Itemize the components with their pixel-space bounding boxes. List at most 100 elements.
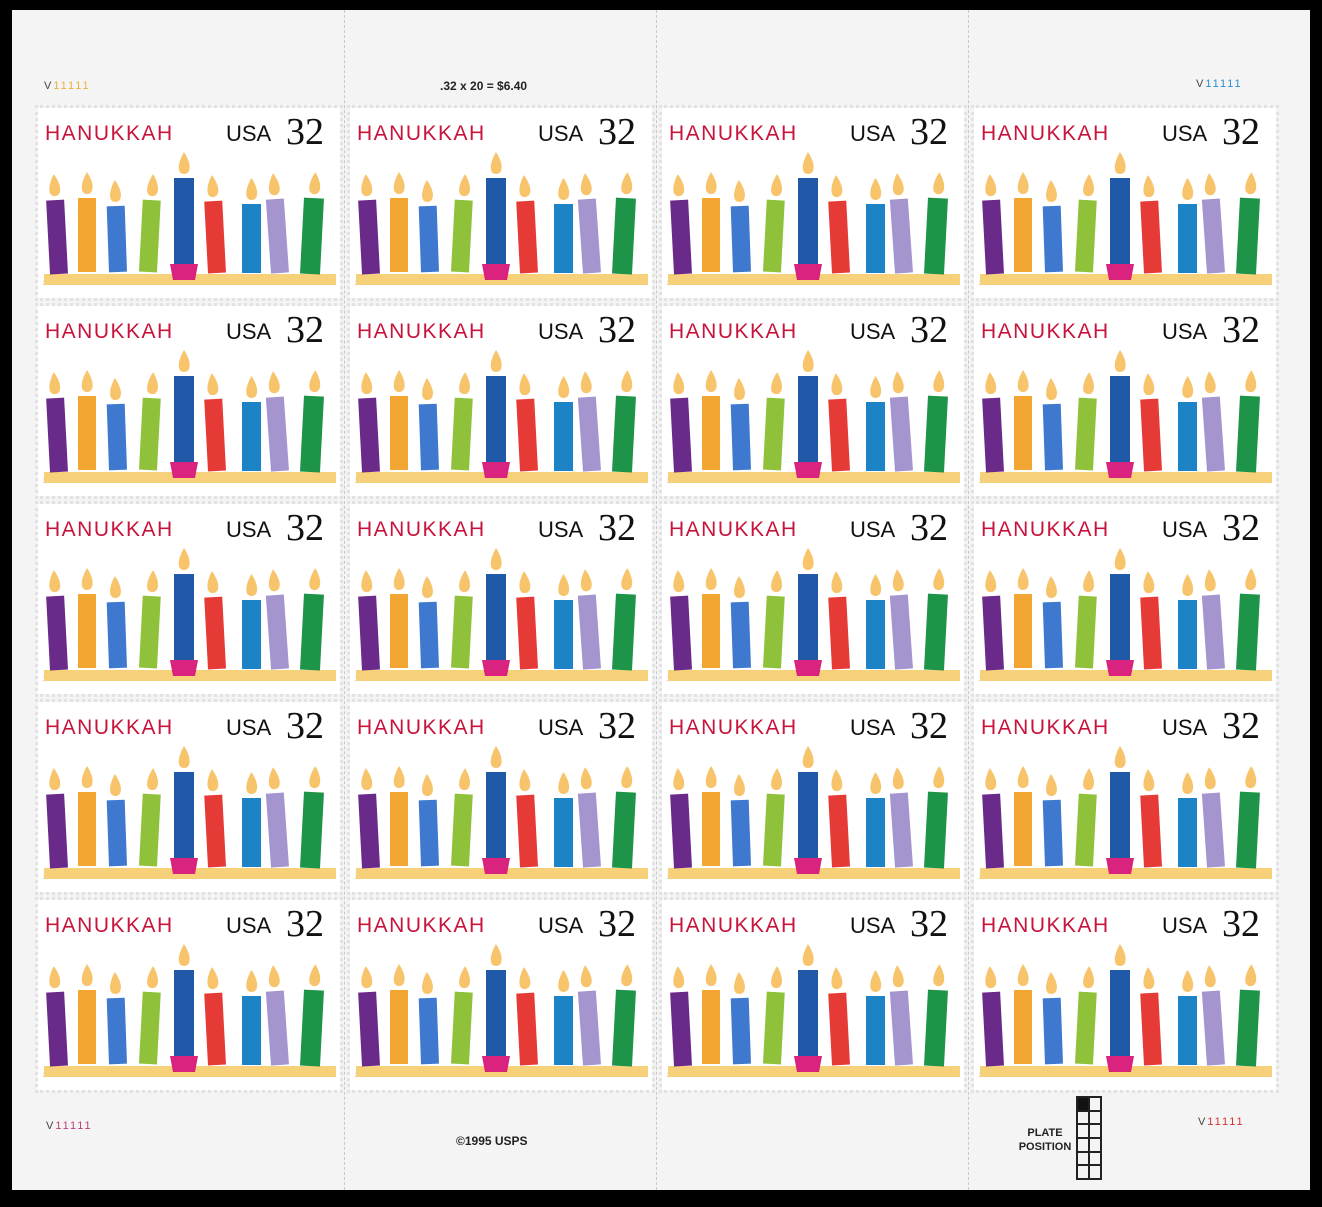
stamp: HANUKKAHUSA321996: [347, 501, 655, 697]
flame: [110, 774, 121, 797]
menorah-illustration: [980, 152, 1272, 285]
stamp-title: HANUKKAH: [357, 518, 486, 541]
flame: [1083, 570, 1094, 593]
flame: [110, 378, 121, 401]
candle-body: [1178, 204, 1197, 273]
plate-prefix: V: [46, 1120, 56, 1132]
candle: [516, 967, 538, 1066]
stamp-denomination: 32: [286, 705, 324, 747]
candle: [418, 972, 439, 1065]
flame: [207, 967, 219, 990]
candle-body: [486, 376, 506, 462]
candle: [174, 746, 194, 858]
candle-body: [1201, 792, 1225, 868]
flame: [246, 178, 258, 200]
candle: [554, 178, 573, 273]
candle: [866, 574, 885, 669]
candle: [982, 372, 1004, 473]
candle-body: [358, 991, 380, 1067]
candle-body: [78, 198, 96, 272]
flame: [422, 378, 433, 401]
flame: [393, 568, 405, 590]
flame: [110, 576, 121, 599]
candle-body: [1014, 198, 1032, 272]
flame: [178, 548, 190, 570]
flame: [802, 746, 814, 768]
candle-body: [1042, 799, 1063, 867]
stamp-denomination: 32: [598, 705, 636, 747]
flame: [985, 174, 997, 197]
flame: [705, 370, 717, 392]
stamp-title: HANUKKAH: [45, 518, 174, 541]
candle: [1236, 370, 1260, 473]
plate-position-line2: POSITION: [1018, 1141, 1072, 1153]
candle: [451, 570, 473, 669]
stamp-country: USA: [850, 715, 896, 740]
candle: [418, 576, 439, 669]
candle-body: [516, 398, 538, 472]
plate-prefix: V: [1196, 78, 1206, 90]
stamp-country: USA: [850, 121, 896, 146]
candle: [390, 766, 408, 866]
candle: [204, 769, 226, 868]
flame: [49, 372, 61, 395]
plate-number-bottom-right: V11111: [1198, 1116, 1245, 1128]
candle: [1201, 965, 1225, 1066]
candle-body: [451, 793, 473, 867]
plate-digits: 11111: [1205, 78, 1243, 90]
candle: [242, 376, 261, 471]
flame: [49, 570, 61, 593]
candle-body: [390, 792, 408, 866]
candle-body: [174, 376, 194, 462]
candle: [924, 964, 948, 1067]
plate-digits: 11111: [53, 80, 91, 92]
flame: [1143, 373, 1155, 396]
flame: [1245, 964, 1257, 987]
flame: [1245, 172, 1257, 195]
candle: [204, 571, 226, 670]
menorah-illustration: [44, 746, 336, 879]
candle: [889, 371, 913, 472]
candle: [300, 568, 324, 671]
flame: [268, 173, 280, 196]
candle-body: [554, 798, 573, 867]
stamp-country: USA: [226, 715, 272, 740]
candle: [1042, 576, 1063, 669]
flame: [870, 574, 882, 596]
candle-body: [78, 792, 96, 866]
flame: [985, 768, 997, 791]
flame: [1114, 944, 1126, 966]
candle-body: [702, 990, 720, 1064]
flame: [361, 570, 373, 593]
candle: [418, 378, 439, 471]
flame: [490, 350, 502, 372]
perforation-line: [344, 10, 345, 1190]
flame: [459, 966, 470, 989]
candle-body: [866, 996, 885, 1065]
flame: [147, 174, 158, 197]
flame: [621, 766, 633, 789]
shamash-holder: [1106, 1056, 1134, 1072]
stamp-title: HANUKKAH: [357, 320, 486, 343]
candle: [106, 378, 127, 471]
candle: [670, 372, 692, 473]
flame: [1017, 370, 1029, 392]
stamp-country: USA: [850, 913, 896, 938]
candle-body: [242, 204, 261, 273]
candle: [670, 966, 692, 1067]
candle: [174, 548, 194, 660]
flame: [771, 570, 782, 593]
plate-number-top-left: V11111: [44, 80, 91, 92]
candle-body: [702, 792, 720, 866]
candle: [1014, 370, 1032, 470]
menorah-illustration: [44, 548, 336, 681]
flame: [393, 964, 405, 986]
flame: [734, 774, 745, 797]
candle-body: [1075, 991, 1097, 1065]
candle: [418, 774, 439, 867]
candle: [1110, 548, 1130, 660]
menorah-illustration: [356, 152, 648, 285]
flame: [892, 569, 904, 592]
candle: [1075, 966, 1097, 1065]
candle-body: [1140, 992, 1162, 1066]
